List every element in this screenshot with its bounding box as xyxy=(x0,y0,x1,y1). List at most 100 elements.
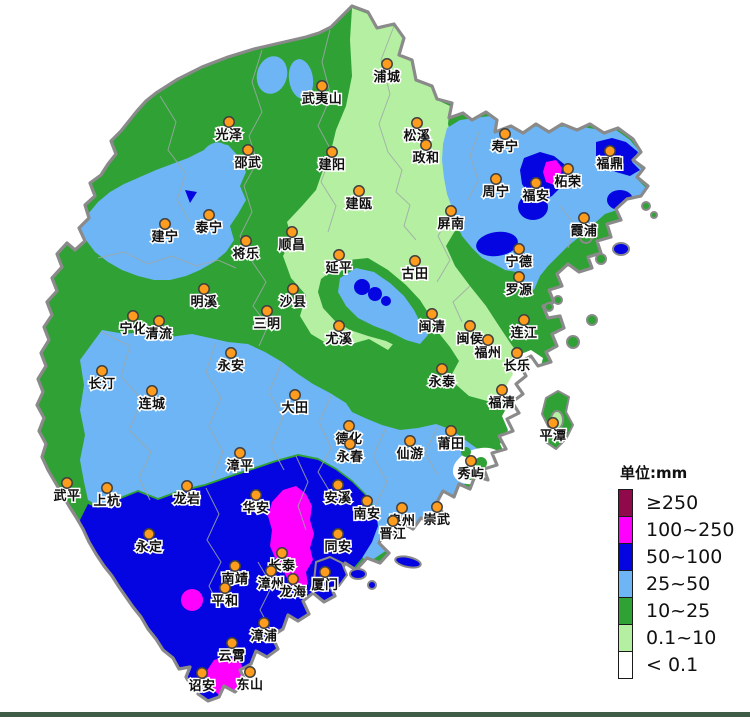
precipitation-zones xyxy=(80,8,646,701)
city-marker xyxy=(604,145,616,157)
islet-blue xyxy=(349,568,367,580)
city-marker xyxy=(409,255,421,267)
city-label: 长乐 xyxy=(503,358,530,374)
city-marker xyxy=(287,573,299,585)
islet-green xyxy=(579,230,593,244)
green-islet xyxy=(475,457,487,469)
city-marker xyxy=(226,637,238,649)
legend-row: 100~250 xyxy=(618,516,734,544)
islet-green xyxy=(566,335,580,349)
city-label: 宁化 xyxy=(119,321,146,337)
city-marker xyxy=(316,80,328,92)
legend-label: 25~50 xyxy=(646,573,711,595)
city-label: 三明 xyxy=(253,317,280,332)
green-islet xyxy=(466,472,474,480)
zone-lightblue-patch xyxy=(198,142,232,184)
county-borders xyxy=(97,25,577,635)
city-label: 宁德 xyxy=(505,254,532,270)
city-label: 漳浦 xyxy=(250,628,277,644)
city-marker xyxy=(332,528,344,540)
islet-green xyxy=(544,302,554,312)
city-label: 漳平 xyxy=(226,458,253,474)
zone-lightblue-patch xyxy=(256,56,288,94)
city-label: 政和 xyxy=(412,150,439,166)
city-marker xyxy=(530,177,542,189)
city-marker xyxy=(445,205,457,217)
city-marker xyxy=(223,116,235,128)
legend-title: 单位:mm xyxy=(620,464,688,482)
legend-swatch xyxy=(618,570,633,598)
city-label: 崇武 xyxy=(423,512,450,528)
city-marker xyxy=(289,389,301,401)
islet-blue xyxy=(367,580,377,590)
zone-magenta-pinghe xyxy=(181,589,203,611)
city-marker xyxy=(436,363,448,375)
city-marker xyxy=(404,435,416,447)
city-marker xyxy=(344,438,356,450)
city-label: 云霄 xyxy=(218,649,245,664)
legend-label: 10~25 xyxy=(646,600,711,622)
zone-ring-blue-spot xyxy=(381,296,391,306)
zone-blue-fuan-south xyxy=(518,194,548,220)
city-label: 闽侯 xyxy=(456,331,483,347)
legend: 单位:mm ≥250 100~250 50~100 25~50 10~25 0.1~10 <… xyxy=(618,462,734,679)
legend-swatch xyxy=(618,489,633,517)
legend-swatch xyxy=(618,597,633,625)
city-marker xyxy=(499,128,511,140)
legend-label: 0.1~10 xyxy=(646,627,717,649)
city-label: 安溪 xyxy=(324,490,352,506)
city-marker xyxy=(127,310,139,322)
city-label: 寿宁 xyxy=(491,139,518,155)
islands xyxy=(313,201,658,590)
zone-blue-ningde xyxy=(476,231,518,257)
city-label: 龙岩 xyxy=(173,491,200,507)
islet-blue xyxy=(612,242,630,256)
city-marker xyxy=(225,347,237,359)
city-marker xyxy=(203,209,215,221)
city-label: 武夷山 xyxy=(302,91,343,107)
legend-row: 10~25 xyxy=(618,597,734,625)
city-label: 清流 xyxy=(145,326,172,342)
city-marker xyxy=(242,144,254,156)
city-marker xyxy=(464,320,476,332)
city-marker xyxy=(547,417,559,429)
city-marker xyxy=(219,582,231,594)
city-marker xyxy=(276,547,288,559)
city-label: 建瓯 xyxy=(345,196,372,212)
city-marker xyxy=(250,489,262,501)
city-marker xyxy=(265,565,277,577)
city-label: 秀屿 xyxy=(456,466,484,482)
islet-blue xyxy=(394,555,422,569)
green-islet xyxy=(537,378,545,386)
city-label: 泰宁 xyxy=(194,220,222,236)
city-marker xyxy=(426,308,438,320)
city-marker xyxy=(353,185,365,197)
zone-ring-blue-spot xyxy=(354,279,370,295)
city-label: 永春 xyxy=(335,449,364,465)
legend-label: 100~250 xyxy=(646,519,735,541)
islet-green xyxy=(650,211,658,219)
green-islet xyxy=(526,401,536,411)
city-marker xyxy=(343,420,355,432)
legend-swatch xyxy=(618,651,633,679)
legend-swatch xyxy=(618,624,633,652)
city-label: 建阳 xyxy=(318,157,345,173)
city-label: 将乐 xyxy=(232,246,259,262)
legend-swatch xyxy=(618,543,633,571)
city-label: 建宁 xyxy=(151,229,178,245)
city-label: 邵武 xyxy=(233,155,261,171)
city-label: 周宁 xyxy=(482,184,509,200)
islet-green xyxy=(553,295,563,305)
islet-green xyxy=(641,201,651,211)
city-label: 尤溪 xyxy=(325,331,353,347)
zone-lightblue-southwest xyxy=(80,330,490,563)
city-marker xyxy=(562,163,574,175)
city-marker xyxy=(287,283,299,295)
city-label: 屏南 xyxy=(437,216,464,232)
city-label: 永泰 xyxy=(427,374,456,390)
legend-row: 50~100 xyxy=(618,543,734,571)
city-marker xyxy=(96,365,108,377)
city-label: 霞浦 xyxy=(570,223,597,239)
